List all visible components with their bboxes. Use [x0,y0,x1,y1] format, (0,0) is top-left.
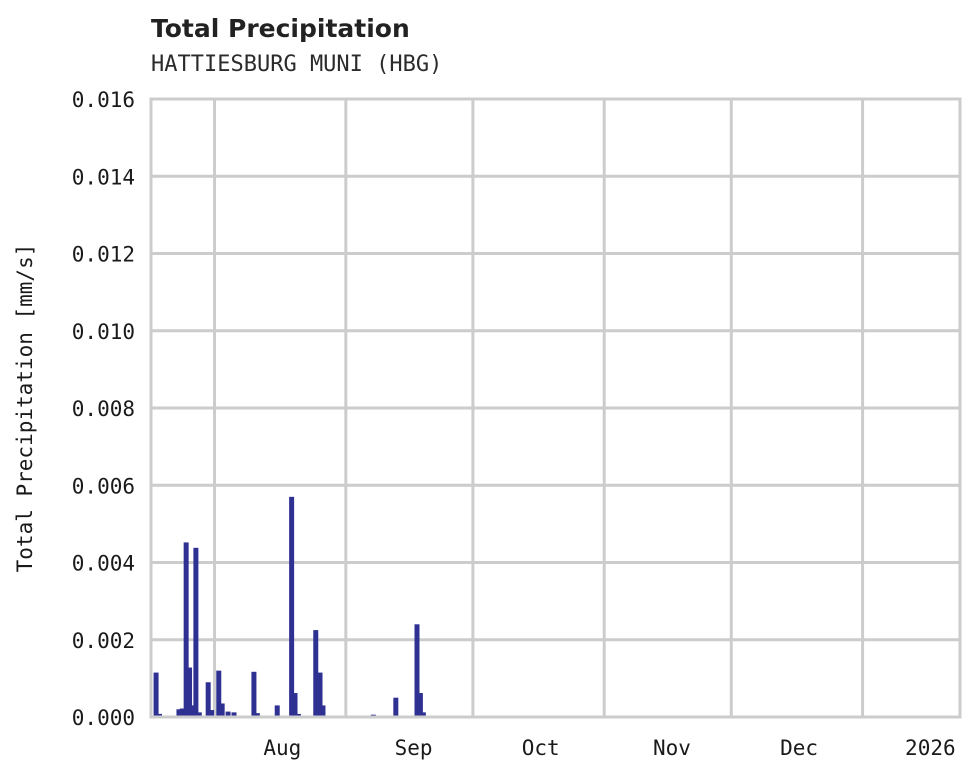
y-tick-label: 0.016 [72,88,135,112]
y-tick-label: 0.004 [72,552,135,576]
y-tick-label: 0.006 [72,474,135,498]
x-tick-label: Oct [522,736,560,760]
y-tick-label: 0.010 [72,320,135,344]
data-bar [231,712,237,717]
y-axis-ticks: 0.000 0.002 0.004 0.006 0.008 0.010 0.012 0.014… [72,88,135,730]
y-tick-label: 0.012 [72,243,135,267]
x-tick-label: Aug [263,736,301,760]
chart-title: Total Precipitation [151,14,410,43]
data-bar [156,713,162,717]
x-tick-label: Nov [653,736,691,760]
data-bar [420,712,426,717]
data-bar [274,705,280,717]
data-bar [393,697,399,717]
data-bar [289,496,295,717]
chart-subtitle: HATTIESBURG MUNI (HBG) [151,52,443,77]
data-bar [187,667,193,717]
plot-border [149,97,962,719]
y-tick-label: 0.002 [72,629,135,653]
y-axis-label: Total Precipitation [mm/s] [13,244,37,573]
x-axis-ticks: Aug Sep Oct Nov Dec 2026 [263,736,955,760]
data-bar [254,713,260,717]
x-tick-label: Sep [395,736,433,760]
data-bar [153,672,159,717]
data-bar [219,703,225,717]
data-bars [153,496,426,717]
data-bar [193,547,199,717]
data-bar [179,708,185,717]
y-tick-label: 0.000 [72,706,135,730]
y-tick-label: 0.008 [72,397,135,421]
data-bar [216,670,222,717]
data-bar [417,693,423,717]
data-bar [414,624,420,717]
data-bar [190,705,196,717]
y-tick-label: 0.014 [72,165,135,189]
data-bar [313,630,319,717]
data-bar [292,693,298,717]
data-bar [251,671,257,717]
data-bar [317,672,323,717]
data-bar [183,542,189,717]
data-bar [209,710,215,717]
data-bar [176,709,182,717]
x-tick-label: 2026 [905,736,956,760]
x-tick-label: Dec [780,736,818,760]
data-bar [295,713,301,717]
data-bar [320,705,326,717]
data-bar [225,711,231,717]
data-bar [205,682,211,717]
data-bar [196,712,202,717]
